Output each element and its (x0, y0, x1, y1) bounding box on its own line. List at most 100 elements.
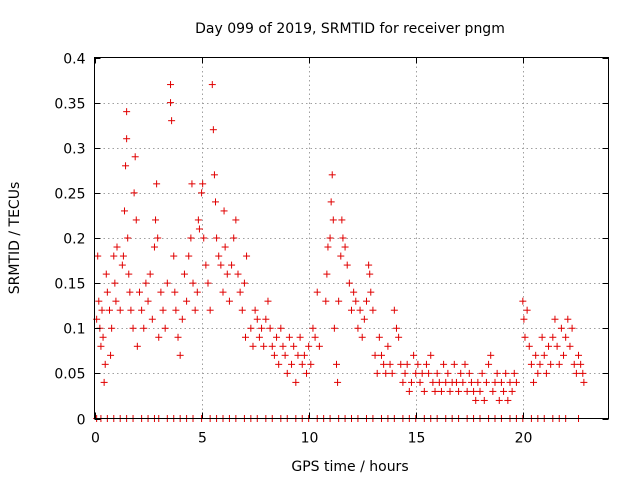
data-point (215, 252, 223, 260)
data-point (281, 351, 289, 359)
data-point (94, 252, 102, 260)
data-point (230, 234, 238, 242)
data-point (206, 306, 214, 314)
x-tick-label: 10 (301, 431, 319, 447)
data-point (326, 234, 334, 242)
data-point (487, 351, 495, 359)
data-point (329, 216, 337, 224)
data-point (123, 135, 131, 143)
data-point (397, 360, 405, 368)
data-point (300, 351, 308, 359)
data-point (279, 342, 287, 350)
data-point (444, 369, 452, 377)
data-point (577, 360, 585, 368)
y-tick-label: 0.2 (63, 232, 85, 248)
data-point (126, 288, 134, 296)
data-point (313, 288, 321, 296)
data-point (275, 360, 283, 368)
y-axis-label: SRMTID / TECUs (7, 182, 23, 295)
data-point (199, 180, 207, 188)
data-point (437, 387, 445, 395)
data-point (377, 351, 385, 359)
data-point (407, 378, 415, 386)
data-point (163, 279, 171, 287)
data-point (178, 315, 186, 323)
data-point (167, 99, 175, 107)
data-point (172, 306, 180, 314)
data-point (98, 306, 106, 314)
data-point (414, 360, 422, 368)
data-point (238, 306, 246, 314)
data-point (440, 360, 448, 368)
data-point (294, 351, 302, 359)
data-point (525, 342, 533, 350)
data-point (95, 297, 103, 305)
data-point (161, 324, 169, 332)
data-point (405, 387, 413, 395)
data-point (380, 360, 388, 368)
data-point (157, 288, 165, 296)
data-point (273, 333, 281, 341)
data-point (489, 387, 497, 395)
data-point (270, 351, 278, 359)
data-point (174, 333, 182, 341)
data-point (154, 234, 162, 242)
data-point (482, 378, 490, 386)
data-point (253, 315, 261, 323)
data-point (171, 288, 179, 296)
data-point (542, 369, 550, 377)
data-point (575, 351, 583, 359)
data-point (429, 378, 437, 386)
data-point (534, 369, 542, 377)
y-tick-label: 0.3 (63, 142, 85, 158)
data-point (362, 297, 370, 305)
data-point (311, 333, 319, 341)
data-point (348, 306, 355, 314)
data-point (461, 360, 469, 368)
data-point (328, 171, 336, 179)
chart-title: Day 099 of 2019, SRMTID for receiver png… (195, 21, 505, 37)
data-point (433, 369, 441, 377)
data-point (470, 387, 478, 395)
data-point (212, 198, 220, 206)
data-point (335, 297, 343, 305)
data-point (463, 387, 471, 395)
data-point (386, 360, 394, 368)
data-point (118, 261, 126, 269)
data-point (476, 387, 484, 395)
data-point (247, 324, 255, 332)
data-point (500, 387, 508, 395)
y-tick-label: 0.35 (54, 97, 85, 113)
data-point (251, 306, 259, 314)
data-point (262, 315, 270, 323)
data-point (485, 360, 493, 368)
data-point (148, 315, 156, 323)
data-point (323, 270, 331, 278)
data-point (97, 342, 105, 350)
y-tick-label: 0.4 (63, 52, 85, 68)
data-point (474, 378, 482, 386)
grid-layer (94, 57, 609, 419)
data-point (560, 351, 568, 359)
data-point (124, 234, 132, 242)
x-tick-label: 5 (198, 431, 207, 447)
data-point (102, 270, 110, 278)
data-point (283, 369, 291, 377)
y-tick-label: 0.1 (63, 322, 85, 338)
data-point (285, 333, 293, 341)
data-point (568, 324, 576, 332)
data-point (198, 189, 206, 197)
data-point (194, 216, 202, 224)
data-point (555, 360, 563, 368)
data-point (549, 333, 557, 341)
data-point (202, 261, 210, 269)
data-point (435, 378, 443, 386)
data-point (132, 216, 140, 224)
data-point (298, 360, 306, 368)
data-point (131, 153, 139, 161)
data-point (209, 126, 217, 134)
data-point (367, 288, 375, 296)
data-point (493, 369, 501, 377)
data-point (108, 324, 116, 332)
data-point (122, 162, 130, 170)
